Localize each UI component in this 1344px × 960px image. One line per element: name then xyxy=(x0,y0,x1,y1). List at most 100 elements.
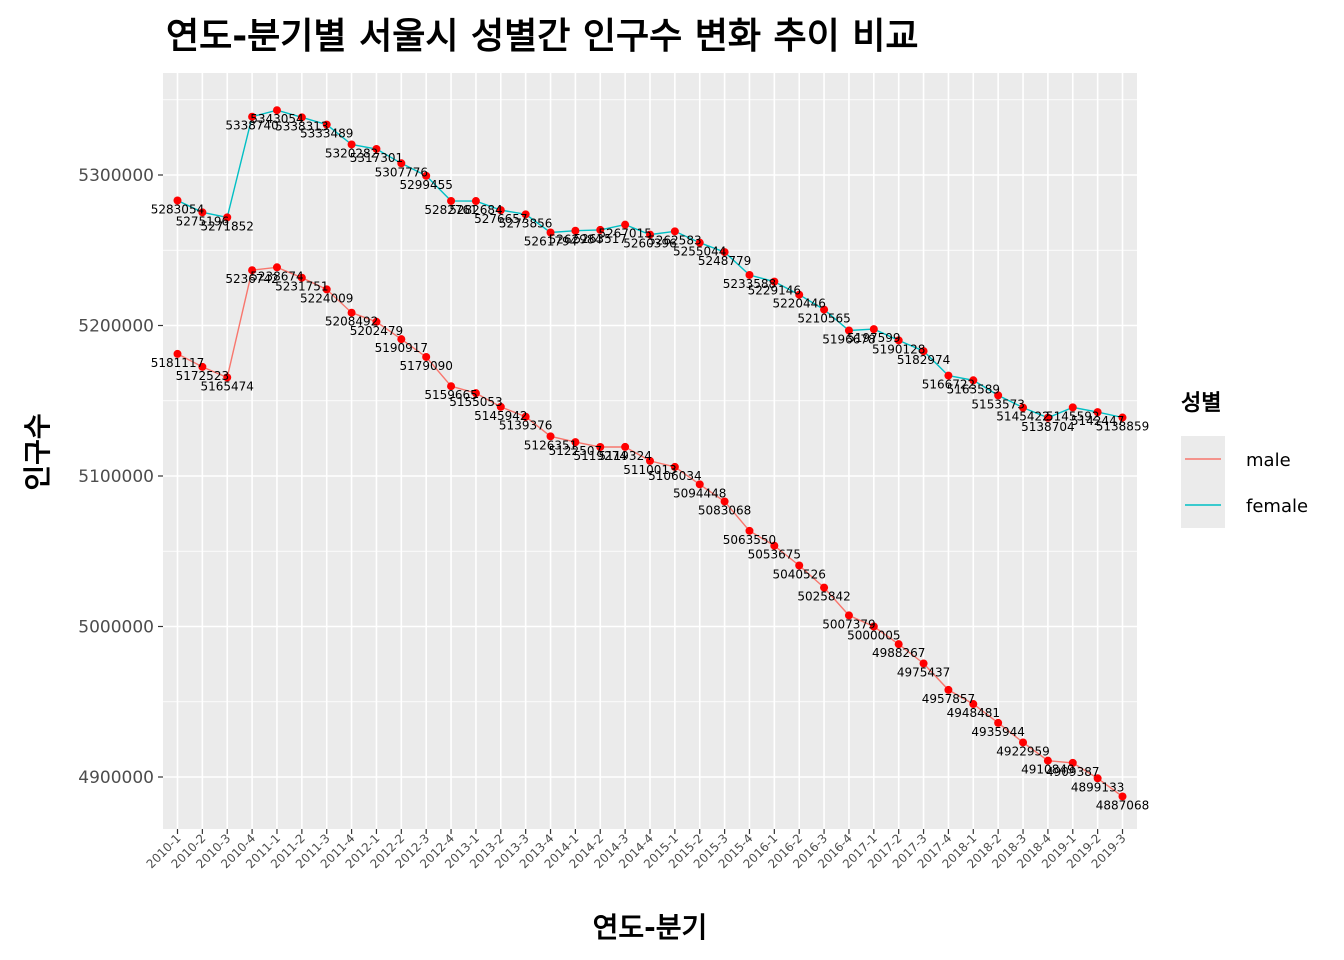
female-data-label: 5317301 xyxy=(350,151,403,165)
female-point xyxy=(919,347,928,356)
male-data-label: 4988267 xyxy=(872,646,925,660)
female-data-label: 5333489 xyxy=(300,127,353,141)
male-point xyxy=(347,308,356,317)
female-point xyxy=(795,290,804,299)
female-data-label: 5282684 xyxy=(449,203,502,217)
female-point xyxy=(695,238,704,247)
male-data-label: 5000005 xyxy=(847,628,900,642)
male-point xyxy=(695,480,704,489)
legend-title: 성별 xyxy=(1181,391,1221,416)
female-data-label: 5271852 xyxy=(201,219,254,233)
male-data-label: 5110013 xyxy=(623,463,676,477)
male-data-label: 5122507 xyxy=(549,444,602,458)
female-data-label: 5276657 xyxy=(474,212,527,226)
male-data-label: 5145942 xyxy=(474,409,527,423)
male-data-label: 5007379 xyxy=(822,617,875,631)
male-point xyxy=(720,497,729,506)
female-point xyxy=(770,277,779,286)
male-point xyxy=(447,382,456,391)
x-axis-title: 연도-분기 xyxy=(593,911,708,944)
female-data-label: 5145592 xyxy=(1046,409,1099,423)
male-point xyxy=(745,526,754,535)
female-point xyxy=(1093,408,1102,417)
male-point xyxy=(471,389,480,398)
female-data-label: 5299455 xyxy=(399,178,452,192)
female-data-label: 5267015 xyxy=(598,227,651,241)
legend-label-female: female xyxy=(1246,496,1308,517)
male-point xyxy=(521,412,530,421)
female-data-label: 5283054 xyxy=(151,203,204,217)
female-point xyxy=(198,208,207,217)
female-data-label: 5153573 xyxy=(971,397,1024,411)
male-data-label: 5155053 xyxy=(449,395,502,409)
female-point xyxy=(844,326,853,335)
female-point xyxy=(596,225,605,234)
legend: 성별 male female xyxy=(1181,391,1308,528)
male-point xyxy=(496,402,505,411)
y-axis: 4900000 5000000 5100000 5200000 5300000 xyxy=(78,166,163,788)
male-point xyxy=(621,442,630,451)
male-data-label: 4887068 xyxy=(1096,798,1149,812)
male-point xyxy=(994,718,1003,727)
male-data-label: 5119324 xyxy=(598,449,651,463)
female-data-label: 5338740 xyxy=(225,119,278,133)
female-data-label: 5233588 xyxy=(723,277,776,291)
female-data-label: 5262583 xyxy=(648,233,701,247)
female-point xyxy=(173,196,182,205)
male-data-label: 5181117 xyxy=(151,356,204,370)
y-tick-label: 5300000 xyxy=(78,166,154,186)
male-data-label: 5179090 xyxy=(399,359,452,373)
female-point xyxy=(471,197,480,206)
male-point xyxy=(322,285,331,294)
data-points xyxy=(173,106,1127,801)
male-point xyxy=(844,611,853,620)
male-point xyxy=(1093,774,1102,783)
male-data-label: 5172523 xyxy=(176,369,229,383)
female-point xyxy=(944,371,953,380)
female-data-label: 5138859 xyxy=(1096,420,1149,434)
male-point xyxy=(944,685,953,694)
female-point xyxy=(248,112,257,121)
female-point xyxy=(272,106,281,115)
male-point xyxy=(646,456,654,465)
male-point xyxy=(596,442,605,451)
female-point xyxy=(894,336,903,345)
y-tick-label: 5200000 xyxy=(78,317,154,337)
female-data-label: 5190128 xyxy=(872,342,925,356)
male-point xyxy=(1043,756,1052,765)
female-data-label: 5220446 xyxy=(772,297,825,311)
male-point xyxy=(869,622,878,631)
female-point xyxy=(322,120,331,129)
female-point xyxy=(969,376,978,385)
x-axis: 2010-12010-22010-32010-42011-12011-22011… xyxy=(144,829,1129,871)
female-point xyxy=(720,248,729,257)
male-data-label: 4948481 xyxy=(947,706,1000,720)
y-axis-title: 인구수 xyxy=(21,413,54,490)
male-data-label: 5126351 xyxy=(524,438,577,452)
male-point xyxy=(546,432,555,441)
female-point xyxy=(646,230,654,239)
male-point xyxy=(894,640,903,649)
major-gridlines xyxy=(163,73,1137,829)
female-point xyxy=(521,210,530,219)
male-data-label: 5238674 xyxy=(250,269,303,283)
female-data-label: 5307776 xyxy=(375,165,428,179)
female-data-label: 5142447 xyxy=(1071,414,1124,428)
female-point xyxy=(1019,403,1028,412)
male-data-label: 4957857 xyxy=(922,692,975,706)
male-point xyxy=(372,317,381,326)
male-point xyxy=(223,373,232,382)
male-data-label: 5040526 xyxy=(772,568,825,582)
male-data-label: 4922959 xyxy=(996,744,1049,758)
female-data-label: 5196678 xyxy=(822,332,875,346)
female-data-label: 5210565 xyxy=(797,312,850,326)
male-point xyxy=(422,352,431,361)
female-point xyxy=(571,226,580,235)
male-data-label: 5025842 xyxy=(797,590,850,604)
male-data-label: 5106034 xyxy=(648,469,701,483)
male-data-label: 5053675 xyxy=(748,548,801,562)
female-point xyxy=(994,391,1003,400)
female-data-label: 5145422 xyxy=(996,410,1049,424)
female-data-label: 5262984 xyxy=(549,233,602,247)
